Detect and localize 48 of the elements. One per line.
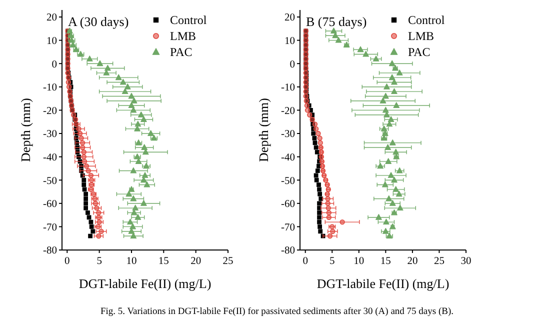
y-tick-label: 10 <box>46 36 57 47</box>
y-tick-label: -10 <box>281 82 295 94</box>
y-tick-label: -40 <box>281 152 295 164</box>
y-tick-label: -10 <box>43 82 57 94</box>
legend-label: Control <box>170 13 208 28</box>
y-tick-label: -70 <box>43 222 57 234</box>
y-tick-label: -80 <box>43 246 57 257</box>
y-tick-label: -20 <box>43 106 57 117</box>
y-tick-label: -70 <box>281 222 295 234</box>
x-axis-title: DGT-labile Fe(II) (mg/L) <box>316 276 450 291</box>
y-tick-label: -80 <box>281 246 295 257</box>
x-tick-label: 0 <box>64 256 70 267</box>
chart-title: A (30 days) <box>68 14 129 29</box>
y-tick-label: -60 <box>43 199 57 210</box>
y-tick-label: 20 <box>284 12 295 24</box>
legend-label: Control <box>408 13 446 28</box>
legend-label: PAC <box>408 45 430 60</box>
x-tick-label: 25 <box>222 256 234 267</box>
y-tick-label: 0 <box>52 59 57 70</box>
y-tick-label: 10 <box>284 36 295 47</box>
y-axis-title: Depth (mm) <box>18 98 33 162</box>
x-tick-label: 30 <box>460 256 472 267</box>
y-tick-label: -60 <box>281 199 295 210</box>
x-tick-label: 15 <box>158 256 169 267</box>
legend-label: LMB <box>170 29 196 44</box>
x-tick-label: 10 <box>126 256 137 267</box>
x-tick-label: 20 <box>407 256 418 267</box>
legend-label: LMB <box>408 29 434 44</box>
x-axis-title: DGT-labile Fe(II) (mg/L) <box>78 276 212 291</box>
x-tick-label: 15 <box>380 256 391 267</box>
y-tick-label: -30 <box>281 129 295 140</box>
y-tick-label: -20 <box>281 106 295 117</box>
y-tick-label: 20 <box>46 12 57 24</box>
caption: Fig. 5. Variations in DGT-labile Fe(II) for passivated sediments after 30 (A) and 75 days (B). <box>100 307 454 317</box>
x-tick-label: 5 <box>96 256 102 267</box>
x-tick-label: 10 <box>354 256 364 267</box>
y-tick-label: -40 <box>43 152 57 164</box>
y-axis-title: Depth (mm) <box>256 98 271 162</box>
y-tick-label: 0 <box>290 59 295 70</box>
x-tick-label: 25 <box>434 256 444 267</box>
y-tick-label: -50 <box>43 176 57 187</box>
chart-title: B (75 days) <box>306 14 367 29</box>
x-tick-label: 0 <box>302 256 308 267</box>
x-tick-label: 20 <box>190 256 202 267</box>
y-tick-label: -30 <box>43 129 57 140</box>
y-tick-label: -50 <box>281 176 295 187</box>
legend-label: PAC <box>170 45 192 60</box>
x-tick-label: 5 <box>330 256 335 267</box>
